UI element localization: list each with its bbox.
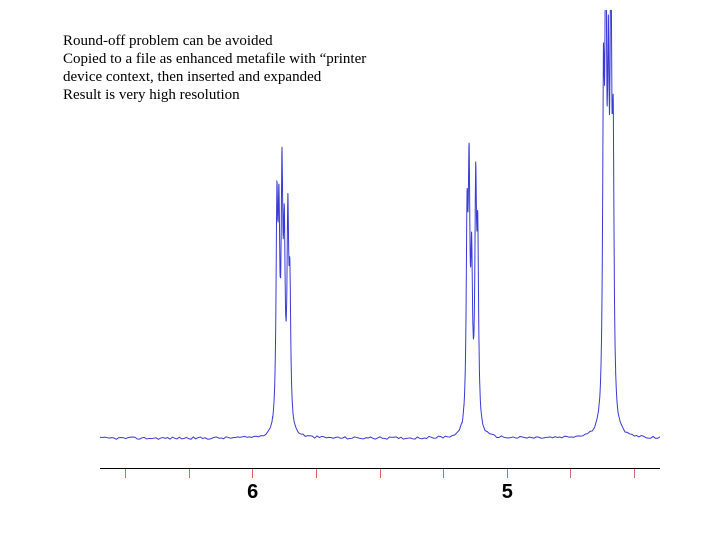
x-axis-tick: [634, 469, 635, 478]
x-axis-tick-label: 6: [247, 481, 258, 504]
x-axis-tick: [125, 469, 126, 478]
x-axis-tick: [252, 469, 253, 478]
nmr-spectrum-chart: [100, 10, 660, 450]
x-axis-tick: [189, 469, 190, 478]
spectrum-trace: [100, 10, 660, 439]
x-axis-tick: [380, 469, 381, 478]
x-axis-tick: [443, 469, 444, 478]
x-axis-tick: [316, 469, 317, 478]
x-axis-tick-label: 5: [502, 481, 513, 504]
page-root: Round-off problem can be avoidedCopied t…: [0, 0, 720, 540]
x-axis-tick: [507, 469, 508, 478]
x-axis-tick: [570, 469, 571, 478]
